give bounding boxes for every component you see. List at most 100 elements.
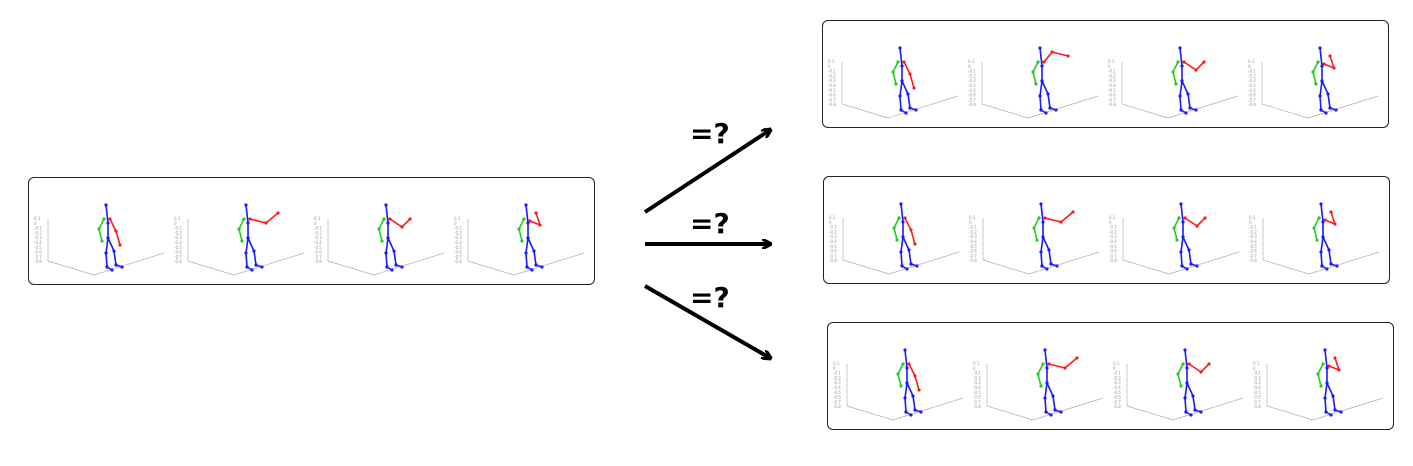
axis-tick-label: -0.3 xyxy=(34,235,42,240)
foot-line-joint xyxy=(390,268,394,272)
pose-frame: 0.10-0.1-0.2-0.3-0.4-0.5-0.6-0.7-0.8 xyxy=(1113,348,1244,421)
right-arm-line-joint xyxy=(1042,60,1046,64)
foot-line-joint xyxy=(105,265,109,269)
leg-line-joint xyxy=(905,381,909,385)
axis-tick-label: -0.3 xyxy=(314,235,322,240)
foot-line-joint xyxy=(114,263,118,267)
foot-line-joint xyxy=(1055,264,1059,268)
axis-tick-label: -0.2 xyxy=(1253,375,1261,380)
pose-frame: 0.10-0.1-0.2-0.3-0.4-0.5-0.6-0.7-0.8 xyxy=(174,203,305,276)
torso-line-joint xyxy=(526,221,530,225)
x-axis-line xyxy=(1027,95,1099,119)
left-arm-line-joint xyxy=(1174,82,1178,86)
torso-line-joint xyxy=(903,348,907,352)
y-axis-line xyxy=(842,259,890,275)
leg-line-joint xyxy=(392,249,396,253)
torso-line-joint xyxy=(1320,64,1324,68)
torso-line-joint xyxy=(1038,94,1042,98)
torso-line xyxy=(1319,47,1323,111)
axis-tick-label: -0.2 xyxy=(1109,229,1117,234)
torso-line-joint xyxy=(384,251,388,255)
axis-tick-label: -0.7 xyxy=(968,97,976,102)
axis-tick-label: -0.4 xyxy=(34,240,42,245)
left-arm-line-joint xyxy=(1034,82,1038,86)
foot-line-joint xyxy=(1329,413,1333,417)
axis-tick-label: -0.6 xyxy=(969,249,977,254)
axis-tick-label: -0.5 xyxy=(968,88,976,93)
right-arm-line xyxy=(1324,211,1337,226)
right-arm-line-joint xyxy=(1202,60,1206,64)
torso-line-joint xyxy=(1045,366,1049,370)
torso-line-joint xyxy=(1040,64,1044,68)
axis-tick-label: -0.6 xyxy=(174,250,182,255)
foot-line-joint xyxy=(1059,410,1063,414)
torso-line xyxy=(1040,203,1044,267)
left-arm-line-joint xyxy=(237,227,241,231)
torso-line-joint xyxy=(1323,348,1327,352)
torso-line-joint xyxy=(1038,46,1042,50)
axis-tick-label: -0.7 xyxy=(833,399,841,404)
pose-frame: 0.10-0.1-0.2-0.3-0.4-0.5-0.6-0.7-0.8 xyxy=(833,348,964,421)
axis-tick-label: -0.4 xyxy=(1253,385,1261,390)
x-axis-line xyxy=(892,397,964,421)
leg-line-joint xyxy=(1045,381,1049,385)
axis-tick-label: -0.7 xyxy=(973,399,981,404)
right-arm-line-joint xyxy=(1195,224,1199,228)
axis-tick-label: -0.8 xyxy=(314,259,322,264)
right-arm-line-joint xyxy=(388,217,392,221)
torso-line-joint xyxy=(524,203,528,207)
arrow-up xyxy=(643,130,770,214)
axis-tick-label: 0 xyxy=(1253,366,1256,371)
right-arm-line-joint xyxy=(1332,66,1336,70)
axis-tick-label: -0.6 xyxy=(1253,395,1261,400)
right-arm-line-joint xyxy=(1207,362,1211,366)
axis-tick-label: -0.1 xyxy=(34,226,42,231)
y-axis-line xyxy=(1266,405,1314,421)
right-arm-line xyxy=(1048,357,1078,369)
axis-tick-label: -0.6 xyxy=(828,93,836,98)
foot-line-joint xyxy=(1045,267,1049,271)
axis-tick-label: -0.1 xyxy=(969,225,977,230)
torso-line-joint xyxy=(898,94,902,98)
right-arm-line-joint xyxy=(913,242,917,246)
axis-tick-label: -0.5 xyxy=(314,245,322,250)
torso-line-joint xyxy=(246,221,250,225)
leg-line-joint xyxy=(1040,79,1044,83)
arrow-label-up: =? xyxy=(690,117,730,150)
y-axis-line xyxy=(47,260,95,276)
axis-tick-label: -0.7 xyxy=(1249,253,1257,258)
torso-line-joint xyxy=(104,203,108,207)
left-arm-line-joint xyxy=(1171,70,1175,74)
foot-line-joint xyxy=(1339,410,1343,414)
foot-line-joint xyxy=(1180,264,1184,268)
right-arm-line xyxy=(529,212,542,227)
axis-tick-label: -0.8 xyxy=(1249,258,1257,263)
x-axis-line xyxy=(373,252,445,276)
axis-tick-label: -0.1 xyxy=(833,371,841,376)
torso-line xyxy=(105,204,109,268)
left-arm-line-joint xyxy=(1032,226,1036,230)
axis-tick-label: -0.1 xyxy=(454,226,462,231)
axis-tick-label: 0.1 xyxy=(1248,59,1255,64)
foot-line-joint xyxy=(915,264,919,268)
foot-line-joint xyxy=(1054,108,1058,112)
axis-tick-label: -0.4 xyxy=(968,83,976,88)
torso-line-joint xyxy=(1183,348,1187,352)
axis-tick-label: -0.1 xyxy=(829,225,837,230)
torso-line-joint xyxy=(1319,202,1323,206)
pose-frame: 0.10-0.1-0.2-0.3-0.4-0.5-0.6-0.7-0.8 xyxy=(454,203,585,276)
axis-tick-label: -0.2 xyxy=(1249,229,1257,234)
axis-tick-label: -0.7 xyxy=(1253,399,1261,404)
torso-line xyxy=(245,204,249,268)
axis-tick-label: -0.5 xyxy=(174,245,182,250)
axis-tick-label: -0.4 xyxy=(969,239,977,244)
axis-tick-label: -0.8 xyxy=(1109,258,1117,263)
right-arm-line-joint xyxy=(1194,68,1198,72)
torso-line-joint xyxy=(1318,94,1322,98)
axis-tick-label: -0.8 xyxy=(969,258,977,263)
right-arm-line-joint xyxy=(913,374,917,378)
x-axis-line xyxy=(233,252,305,276)
leg-line-joint xyxy=(1331,394,1335,398)
y-axis-line xyxy=(1261,103,1309,119)
right-arm-line-joint xyxy=(1182,60,1186,64)
